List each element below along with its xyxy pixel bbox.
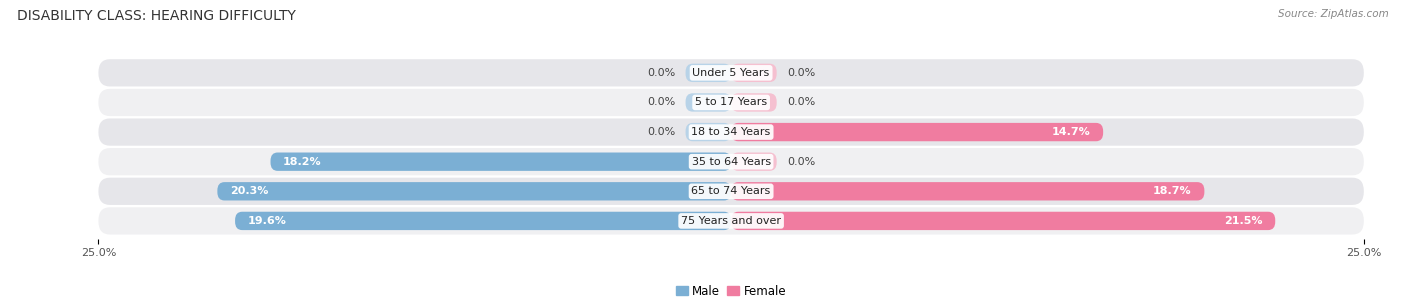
Text: 0.0%: 0.0%	[787, 68, 815, 78]
Text: 5 to 17 Years: 5 to 17 Years	[695, 97, 768, 107]
FancyBboxPatch shape	[731, 93, 776, 112]
Text: 75 Years and over: 75 Years and over	[681, 216, 782, 226]
FancyBboxPatch shape	[98, 178, 1364, 205]
FancyBboxPatch shape	[235, 212, 731, 230]
FancyBboxPatch shape	[731, 152, 776, 171]
Text: 19.6%: 19.6%	[247, 216, 287, 226]
Text: 0.0%: 0.0%	[787, 157, 815, 167]
FancyBboxPatch shape	[731, 212, 1275, 230]
Text: DISABILITY CLASS: HEARING DIFFICULTY: DISABILITY CLASS: HEARING DIFFICULTY	[17, 9, 295, 23]
Text: 18.7%: 18.7%	[1153, 186, 1192, 196]
Text: 18.2%: 18.2%	[283, 157, 322, 167]
Text: 20.3%: 20.3%	[231, 186, 269, 196]
FancyBboxPatch shape	[731, 64, 776, 82]
Text: 0.0%: 0.0%	[647, 127, 675, 137]
FancyBboxPatch shape	[731, 182, 1205, 200]
Legend: Male, Female: Male, Female	[671, 280, 792, 303]
Text: 0.0%: 0.0%	[647, 97, 675, 107]
Text: 65 to 74 Years: 65 to 74 Years	[692, 186, 770, 196]
Text: 21.5%: 21.5%	[1225, 216, 1263, 226]
FancyBboxPatch shape	[686, 93, 731, 112]
Text: 0.0%: 0.0%	[787, 97, 815, 107]
Text: 0.0%: 0.0%	[647, 68, 675, 78]
FancyBboxPatch shape	[98, 89, 1364, 116]
Text: 18 to 34 Years: 18 to 34 Years	[692, 127, 770, 137]
FancyBboxPatch shape	[98, 59, 1364, 87]
Text: 35 to 64 Years: 35 to 64 Years	[692, 157, 770, 167]
FancyBboxPatch shape	[98, 118, 1364, 146]
FancyBboxPatch shape	[686, 123, 731, 141]
Text: Under 5 Years: Under 5 Years	[693, 68, 769, 78]
FancyBboxPatch shape	[98, 148, 1364, 175]
FancyBboxPatch shape	[270, 152, 731, 171]
FancyBboxPatch shape	[98, 207, 1364, 234]
FancyBboxPatch shape	[686, 64, 731, 82]
Text: Source: ZipAtlas.com: Source: ZipAtlas.com	[1278, 9, 1389, 19]
FancyBboxPatch shape	[218, 182, 731, 200]
FancyBboxPatch shape	[731, 123, 1104, 141]
Text: 14.7%: 14.7%	[1052, 127, 1091, 137]
